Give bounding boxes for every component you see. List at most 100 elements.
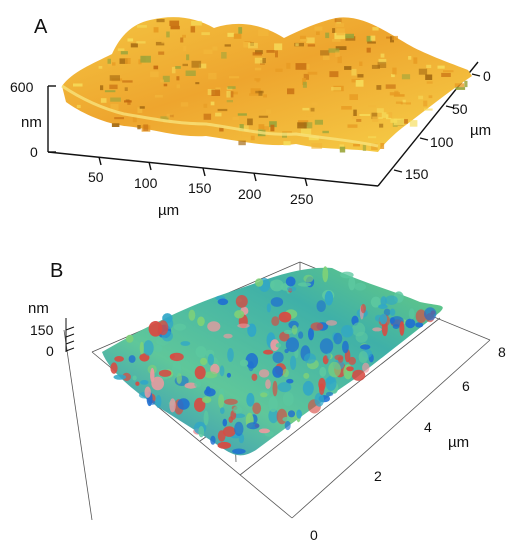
surface-b-peak — [405, 318, 416, 329]
surface-a-grain — [345, 36, 356, 41]
surface-b-peak — [319, 366, 327, 377]
panel-a-x-tick — [304, 177, 308, 187]
surface-b-peak — [271, 316, 280, 326]
surface-a-grain — [250, 135, 255, 141]
surface-a-grain — [392, 35, 398, 41]
surface-a-grain — [100, 85, 104, 91]
surface-a-grain — [132, 115, 137, 123]
surface-a-grain — [201, 32, 210, 36]
panel-b-z-tick — [65, 333, 75, 338]
panel-a-label: A — [34, 16, 48, 38]
surface-a-grain — [258, 29, 269, 36]
surface-b-peak — [260, 392, 268, 398]
surface-b-peak — [246, 392, 255, 407]
surface-b-peak — [303, 274, 314, 283]
surface-a-grain — [295, 63, 307, 70]
surface-b-peak — [132, 375, 137, 381]
surface-a-grain — [332, 39, 341, 42]
surface-a-grain — [221, 52, 227, 59]
surface-b-peak — [389, 308, 396, 316]
surface-a-grain — [258, 115, 269, 118]
surface-a-grain — [385, 84, 396, 89]
panel-b-floor-line — [291, 339, 491, 519]
surface-b-peak — [255, 278, 264, 287]
surface-b-peak — [415, 322, 424, 328]
surface-a-grain — [362, 144, 367, 151]
surface-a-grain — [388, 112, 393, 118]
surface-a-grain — [371, 64, 380, 69]
surface-b-peak — [284, 348, 289, 354]
surface-b-peak — [258, 428, 270, 434]
surface-b-peak — [128, 355, 136, 363]
surface-a-grain — [232, 91, 238, 95]
surface-b-peak — [316, 300, 326, 312]
panel-a-z-tick-label: 600 — [10, 79, 34, 95]
surface-a-grain — [248, 42, 258, 49]
surface-a-grain — [297, 122, 307, 129]
surface-b-peak — [277, 382, 292, 393]
surface-b-peak — [218, 394, 225, 409]
surface-a-grain — [215, 112, 222, 117]
surface-b-peak — [224, 398, 238, 405]
panel-a-axes — [47, 61, 481, 187]
surface-b-peak — [296, 409, 302, 419]
surface-a-grain — [426, 64, 432, 68]
panel-b-y-tick-label: 8 — [498, 344, 506, 360]
panel-a-y-tick-label: 50 — [452, 101, 468, 117]
surface-b-peak — [203, 410, 209, 426]
surface-a-grain — [262, 57, 266, 64]
surface-a-grain — [269, 121, 277, 128]
surface-b-peak — [340, 271, 354, 279]
surface-b-peak — [319, 338, 334, 354]
surface-b-peak — [268, 396, 278, 413]
surface-b-peak — [351, 369, 366, 381]
surface-a-grain — [367, 41, 376, 44]
surface-a-grain — [380, 53, 385, 58]
surface-a-grain — [198, 63, 207, 69]
surface-a-grain — [302, 107, 310, 111]
surface-a-grain — [255, 50, 263, 55]
surface-a-grain — [130, 43, 138, 48]
surface-a-grain — [266, 50, 275, 53]
surface-a-grain — [378, 58, 387, 64]
surface-b-peak — [247, 323, 257, 337]
surface-a-grain — [336, 28, 345, 36]
surface-a-grain — [191, 20, 202, 26]
surface-b-peak — [372, 327, 382, 332]
surface-a-grain — [311, 143, 323, 149]
surface-a-grain — [454, 83, 465, 88]
surface-a-grain — [140, 55, 151, 63]
surface-b-peak — [370, 296, 381, 308]
surface-a-grain — [153, 27, 159, 33]
surface-b-peak — [233, 405, 243, 414]
surface-b-peak — [326, 391, 334, 397]
surface-a-grain — [247, 118, 253, 126]
surface-a-grain — [366, 47, 371, 53]
surface-a-grain — [166, 31, 170, 38]
surface-a-grain — [320, 50, 330, 56]
surface-a-grain — [331, 87, 342, 91]
surface-b-peak — [272, 351, 284, 364]
surface-b-peak — [298, 331, 304, 339]
surface-a-grain — [170, 25, 180, 30]
surface-a-grain — [328, 48, 340, 53]
surface-a-grain — [370, 35, 376, 41]
surface-a-grain — [334, 18, 342, 23]
panel-a-x-tick — [98, 156, 102, 166]
surface-b-peak — [251, 373, 258, 381]
surface-b-peak — [217, 441, 232, 449]
surface-b-peak — [374, 314, 384, 322]
surface-b-peak — [219, 365, 225, 377]
surface-a-grain — [191, 60, 202, 68]
surface-b-peak — [358, 351, 368, 363]
surface-b-peak — [360, 344, 371, 350]
surface-a-grain — [349, 94, 358, 100]
surface-a-grain — [212, 46, 218, 51]
surface-a-grain — [262, 126, 269, 131]
panel-b-y-tick-label: 0 — [310, 527, 318, 543]
surface-a-grain — [265, 109, 271, 114]
surface-a-grain — [390, 36, 394, 43]
surface-b-peak — [343, 364, 353, 380]
surface-b-peak — [325, 320, 338, 326]
